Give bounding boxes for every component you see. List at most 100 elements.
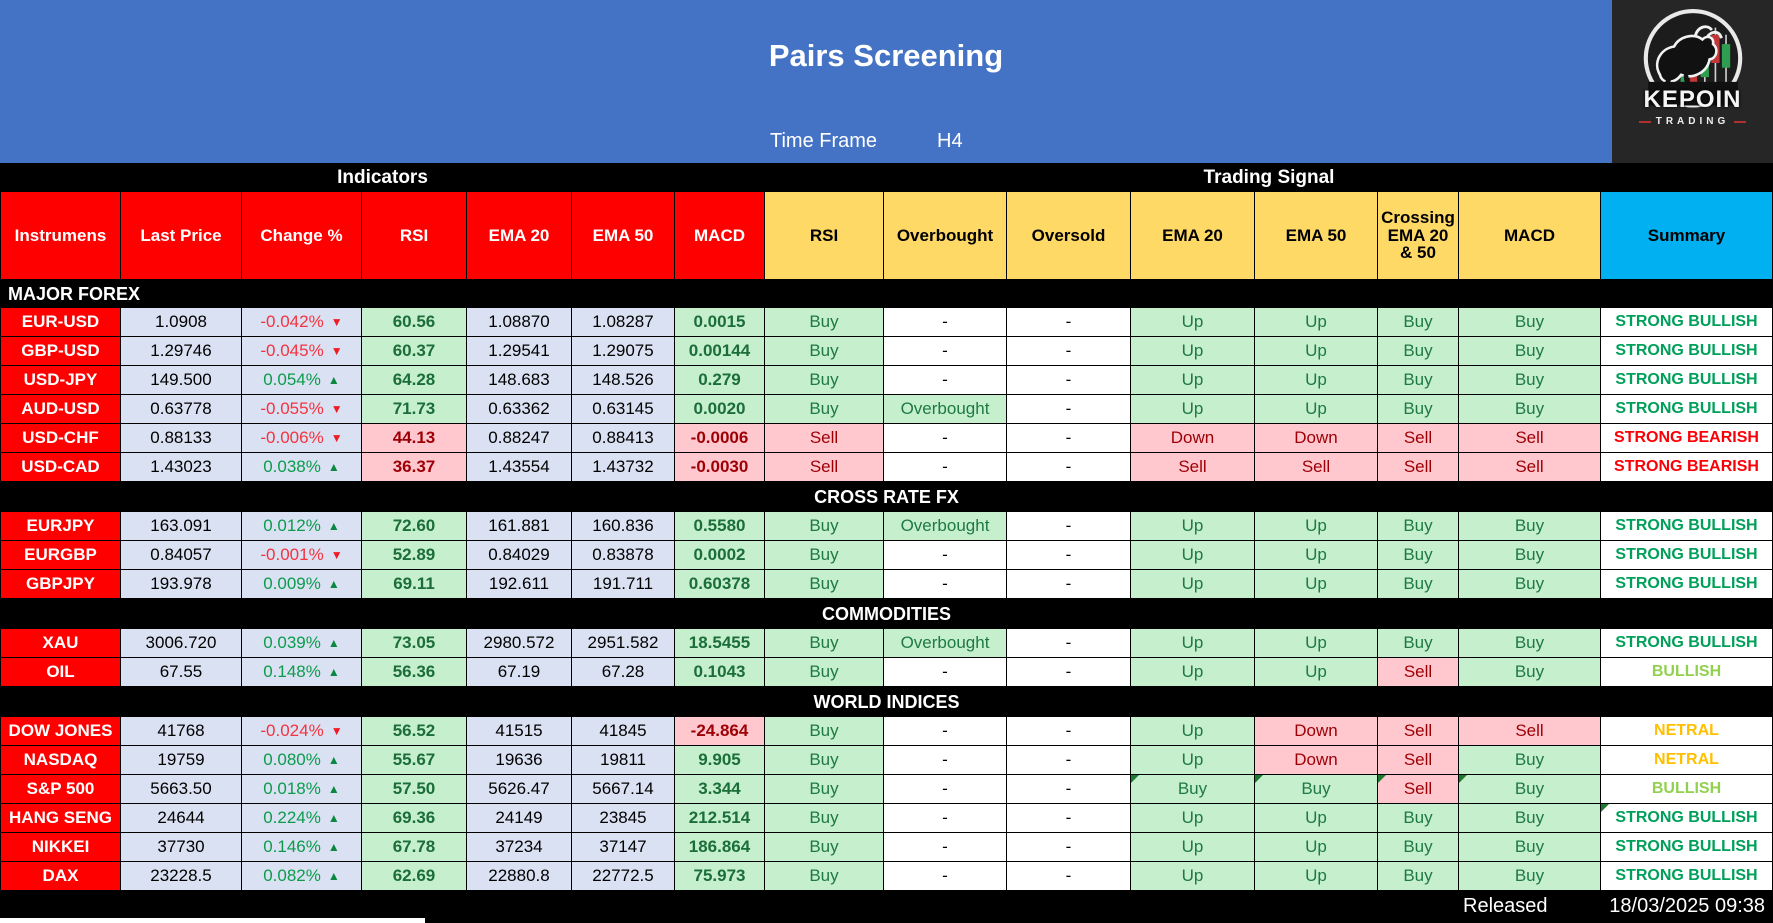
overbought-cell[interactable]: - — [884, 570, 1007, 599]
ema50-value-cell[interactable]: 67.28 — [572, 658, 675, 687]
oversold-cell[interactable]: - — [1007, 337, 1131, 366]
instrument-cell[interactable]: USD-CHF — [0, 424, 121, 453]
macd-signal-cell[interactable]: Buy — [1459, 833, 1601, 862]
macd-value-cell[interactable]: 0.5580 — [675, 512, 765, 541]
macd-value-cell[interactable]: 18.5455 — [675, 629, 765, 658]
instrument-cell[interactable]: USD-JPY — [0, 366, 121, 395]
ema20-signal-cell[interactable]: Up — [1131, 629, 1255, 658]
crossing-signal-cell[interactable]: Buy — [1378, 629, 1459, 658]
ema20-value-cell[interactable]: 1.43554 — [467, 453, 572, 482]
instrument-cell[interactable]: OIL — [0, 658, 121, 687]
summary-cell[interactable]: STRONG BULLISH — [1601, 833, 1773, 862]
ema20-value-cell[interactable]: 24149 — [467, 804, 572, 833]
macd-value-cell[interactable]: 3.344 — [675, 775, 765, 804]
ema50-signal-cell[interactable]: Up — [1255, 658, 1378, 687]
overbought-cell[interactable]: - — [884, 775, 1007, 804]
macd-signal-cell[interactable]: Buy — [1459, 862, 1601, 891]
rsi-signal-cell[interactable]: Buy — [765, 541, 884, 570]
ema20-signal-cell[interactable]: Up — [1131, 717, 1255, 746]
oversold-cell[interactable]: - — [1007, 717, 1131, 746]
last-price-cell[interactable]: 0.84057 — [121, 541, 242, 570]
crossing-signal-cell[interactable]: Buy — [1378, 512, 1459, 541]
rsi-value-cell[interactable]: 52.89 — [362, 541, 467, 570]
ema50-signal-cell[interactable]: Up — [1255, 366, 1378, 395]
macd-value-cell[interactable]: 0.0020 — [675, 395, 765, 424]
macd-signal-cell[interactable]: Buy — [1459, 804, 1601, 833]
ema20-value-cell[interactable]: 148.683 — [467, 366, 572, 395]
last-price-cell[interactable]: 0.63778 — [121, 395, 242, 424]
instrument-cell[interactable]: AUD-USD — [0, 395, 121, 424]
ema50-value-cell[interactable]: 0.63145 — [572, 395, 675, 424]
oversold-cell[interactable]: - — [1007, 395, 1131, 424]
last-price-cell[interactable]: 1.0908 — [121, 308, 242, 337]
ema50-value-cell[interactable]: 1.08287 — [572, 308, 675, 337]
macd-value-cell[interactable]: 0.0002 — [675, 541, 765, 570]
summary-cell[interactable]: STRONG BULLISH — [1601, 629, 1773, 658]
change-cell[interactable]: -0.006% ▼ — [242, 424, 362, 453]
rsi-signal-cell[interactable]: Buy — [765, 570, 884, 599]
last-price-cell[interactable]: 149.500 — [121, 366, 242, 395]
instrument-cell[interactable]: HANG SENG — [0, 804, 121, 833]
rsi-signal-cell[interactable]: Buy — [765, 862, 884, 891]
change-cell[interactable]: -0.001% ▼ — [242, 541, 362, 570]
crossing-signal-cell[interactable]: Sell — [1378, 424, 1459, 453]
ema20-signal-cell[interactable]: Up — [1131, 570, 1255, 599]
crossing-signal-cell[interactable]: Buy — [1378, 308, 1459, 337]
summary-cell[interactable]: STRONG BULLISH — [1601, 512, 1773, 541]
change-cell[interactable]: -0.045% ▼ — [242, 337, 362, 366]
change-cell[interactable]: -0.055% ▼ — [242, 395, 362, 424]
rsi-value-cell[interactable]: 72.60 — [362, 512, 467, 541]
macd-signal-cell[interactable]: Sell — [1459, 453, 1601, 482]
change-cell[interactable]: 0.018% ▲ — [242, 775, 362, 804]
macd-value-cell[interactable]: 0.60378 — [675, 570, 765, 599]
macd-signal-cell[interactable]: Buy — [1459, 658, 1601, 687]
time-frame-value[interactable]: H4 — [937, 130, 963, 152]
ema20-value-cell[interactable]: 0.88247 — [467, 424, 572, 453]
oversold-cell[interactable]: - — [1007, 746, 1131, 775]
last-price-cell[interactable]: 1.29746 — [121, 337, 242, 366]
rsi-value-cell[interactable]: 71.73 — [362, 395, 467, 424]
macd-signal-cell[interactable]: Buy — [1459, 629, 1601, 658]
ema50-signal-cell[interactable]: Up — [1255, 541, 1378, 570]
ema20-value-cell[interactable]: 19636 — [467, 746, 572, 775]
macd-value-cell[interactable]: 0.279 — [675, 366, 765, 395]
ema50-value-cell[interactable]: 0.83878 — [572, 541, 675, 570]
oversold-cell[interactable]: - — [1007, 453, 1131, 482]
last-price-cell[interactable]: 23228.5 — [121, 862, 242, 891]
last-price-cell[interactable]: 163.091 — [121, 512, 242, 541]
ema50-signal-cell[interactable]: Sell — [1255, 453, 1378, 482]
instrument-cell[interactable]: EURGBP — [0, 541, 121, 570]
rsi-value-cell[interactable]: 73.05 — [362, 629, 467, 658]
summary-cell[interactable]: NETRAL — [1601, 746, 1773, 775]
oversold-cell[interactable]: - — [1007, 512, 1131, 541]
crossing-signal-cell[interactable]: Sell — [1378, 717, 1459, 746]
oversold-cell[interactable]: - — [1007, 804, 1131, 833]
rsi-value-cell[interactable]: 56.36 — [362, 658, 467, 687]
summary-cell[interactable]: STRONG BULLISH — [1601, 804, 1773, 833]
macd-value-cell[interactable]: 0.00144 — [675, 337, 765, 366]
change-cell[interactable]: 0.009% ▲ — [242, 570, 362, 599]
ema50-signal-cell[interactable]: Up — [1255, 512, 1378, 541]
ema20-value-cell[interactable]: 0.84029 — [467, 541, 572, 570]
overbought-cell[interactable]: - — [884, 337, 1007, 366]
rsi-signal-cell[interactable]: Buy — [765, 833, 884, 862]
instrument-cell[interactable]: DOW JONES — [0, 717, 121, 746]
ema20-value-cell[interactable]: 161.881 — [467, 512, 572, 541]
ema20-value-cell[interactable]: 1.29541 — [467, 337, 572, 366]
rsi-value-cell[interactable]: 36.37 — [362, 453, 467, 482]
ema20-value-cell[interactable]: 37234 — [467, 833, 572, 862]
macd-value-cell[interactable]: -24.864 — [675, 717, 765, 746]
change-cell[interactable]: 0.224% ▲ — [242, 804, 362, 833]
oversold-cell[interactable]: - — [1007, 366, 1131, 395]
ema20-signal-cell[interactable]: Up — [1131, 833, 1255, 862]
ema50-value-cell[interactable]: 5667.14 — [572, 775, 675, 804]
rsi-signal-cell[interactable]: Buy — [765, 366, 884, 395]
macd-signal-cell[interactable]: Buy — [1459, 308, 1601, 337]
ema20-value-cell[interactable]: 41515 — [467, 717, 572, 746]
ema20-signal-cell[interactable]: Up — [1131, 512, 1255, 541]
ema50-value-cell[interactable]: 0.88413 — [572, 424, 675, 453]
oversold-cell[interactable]: - — [1007, 775, 1131, 804]
overbought-cell[interactable]: - — [884, 804, 1007, 833]
ema20-value-cell[interactable]: 5626.47 — [467, 775, 572, 804]
macd-signal-cell[interactable]: Sell — [1459, 717, 1601, 746]
